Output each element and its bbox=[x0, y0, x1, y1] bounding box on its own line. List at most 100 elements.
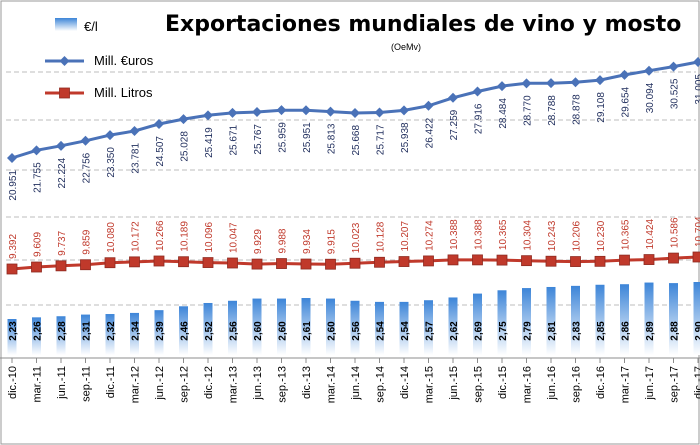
litros-label-20: 10.365 bbox=[498, 219, 509, 250]
litros-point-1 bbox=[31, 261, 42, 273]
litros-label-5: 10.172 bbox=[131, 221, 142, 252]
euros-label-14: 25.668 bbox=[351, 125, 362, 156]
euros-label-27: 30.525 bbox=[670, 78, 681, 109]
price-bar-12 bbox=[301, 298, 311, 355]
price-bars bbox=[7, 282, 700, 355]
euros-point-11 bbox=[276, 105, 287, 116]
price-bar-16 bbox=[399, 301, 409, 355]
litros-label-3: 9.859 bbox=[82, 229, 93, 254]
x-tick-label-12: dic.-13 bbox=[301, 366, 313, 399]
price-bar-20 bbox=[497, 290, 507, 355]
euros-point-24 bbox=[595, 75, 605, 86]
price-bar-0 bbox=[7, 319, 17, 355]
litros-label-27: 10.586 bbox=[670, 217, 681, 248]
price-label-17: 2,57 bbox=[425, 321, 436, 341]
euros-label-17: 26.422 bbox=[425, 117, 436, 148]
litros-point-28 bbox=[692, 251, 700, 263]
price-bar-1 bbox=[32, 317, 41, 355]
price-bar-24 bbox=[595, 284, 605, 355]
price-label-23: 2,83 bbox=[572, 321, 583, 341]
euros-label-18: 27.259 bbox=[449, 109, 460, 140]
litros-label-17: 10.274 bbox=[425, 220, 436, 251]
litros-point-20 bbox=[496, 254, 508, 266]
price-label-28: 2,90 bbox=[694, 321, 700, 341]
legend-marker-euros bbox=[59, 56, 70, 66]
x-tick-label-27: sep.-17 bbox=[669, 366, 681, 403]
price-label-9: 2,56 bbox=[229, 321, 240, 341]
euros-point-28 bbox=[693, 57, 700, 67]
litros-point-16 bbox=[398, 256, 410, 267]
euros-point-12 bbox=[301, 105, 311, 116]
litros-point-13 bbox=[325, 258, 336, 270]
litros-label-7: 10.189 bbox=[180, 221, 191, 252]
euros-label-22: 28.788 bbox=[547, 95, 558, 126]
price-bar-15 bbox=[375, 301, 384, 355]
euros-label-24: 29.108 bbox=[596, 92, 607, 123]
litros-point-8 bbox=[202, 257, 214, 268]
x-tick-label-15: sep.-14 bbox=[375, 366, 387, 403]
litros-label-16: 10.207 bbox=[400, 221, 411, 252]
litros-label-19: 10.388 bbox=[474, 219, 485, 250]
x-axis: dic.-10 mar.-11 jun.-11 sep.-11 dic.-11 mar.-… bbox=[0, 357, 700, 403]
price-bar-25 bbox=[620, 284, 629, 355]
price-label-5: 2,34 bbox=[131, 321, 142, 341]
litros-label-4: 10.080 bbox=[106, 222, 117, 253]
euros-label-5: 23.781 bbox=[131, 143, 142, 174]
price-bar-14 bbox=[350, 300, 360, 355]
price-bar-2 bbox=[56, 316, 66, 355]
price-bar-28 bbox=[693, 282, 700, 355]
litros-point-22 bbox=[545, 255, 557, 267]
price-label-18: 2,62 bbox=[449, 321, 460, 341]
litros-point-21 bbox=[521, 255, 532, 267]
price-bar-9 bbox=[228, 300, 237, 355]
litros-point-27 bbox=[668, 252, 679, 264]
euros-point-6 bbox=[154, 119, 164, 130]
litros-label-22: 10.243 bbox=[547, 220, 558, 251]
x-tick-label-7: sep.-12 bbox=[179, 366, 191, 403]
price-label-25: 2,86 bbox=[621, 321, 632, 341]
euros-label-13: 25.813 bbox=[327, 123, 338, 154]
litros-label-9: 10.047 bbox=[229, 222, 240, 253]
gridlines bbox=[6, 71, 696, 306]
litros-label-24: 10.230 bbox=[596, 220, 607, 251]
euros-label-11: 25.959 bbox=[278, 122, 289, 153]
x-tick-label-16: dic.-14 bbox=[399, 366, 411, 399]
price-label-26: 2,89 bbox=[645, 321, 656, 341]
x-tick-label-0: dic.-10 bbox=[7, 366, 19, 399]
litros-point-7 bbox=[178, 256, 189, 268]
price-label-6: 2,39 bbox=[155, 321, 166, 341]
legend-marker-litros bbox=[59, 87, 70, 99]
litros-point-11 bbox=[276, 258, 287, 269]
x-tick-label-3: sep.-11 bbox=[81, 366, 93, 402]
chart-subtitle: (OeMv) bbox=[391, 42, 421, 52]
euros-point-5 bbox=[129, 125, 140, 136]
euros-label-26: 30.094 bbox=[645, 82, 656, 113]
price-label-21: 2,79 bbox=[523, 321, 534, 341]
litros-label-14: 10.023 bbox=[351, 222, 362, 253]
price-bar-4 bbox=[105, 314, 115, 355]
price-bar-7 bbox=[179, 306, 188, 355]
litros-series bbox=[6, 251, 700, 275]
euros-label-9: 25.671 bbox=[229, 125, 240, 156]
euros-point-20 bbox=[497, 81, 507, 92]
euros-point-19 bbox=[472, 86, 483, 97]
euros-label-4: 23.350 bbox=[106, 147, 117, 178]
price-label-8: 2,52 bbox=[204, 321, 215, 341]
litros-label-18: 10.388 bbox=[449, 219, 460, 250]
euros-point-3 bbox=[80, 135, 91, 146]
legend-label-euros: Mill. €uros bbox=[94, 53, 154, 68]
euros-point-7 bbox=[178, 114, 189, 125]
litros-point-3 bbox=[80, 259, 91, 271]
euros-point-8 bbox=[203, 110, 213, 121]
x-tick-label-9: mar.-13 bbox=[228, 366, 240, 403]
euros-point-22 bbox=[546, 78, 556, 89]
litros-point-5 bbox=[129, 256, 140, 268]
litros-point-6 bbox=[153, 255, 165, 267]
price-label-10: 2,60 bbox=[253, 321, 264, 341]
euros-label-6: 24.507 bbox=[155, 136, 166, 167]
litros-labels: 9.392 9.609 9.737 9.859 10.080 10.172 10.266 10… bbox=[8, 216, 700, 259]
litros-label-6: 10.266 bbox=[155, 220, 166, 251]
euros-point-18 bbox=[448, 92, 458, 103]
litros-point-14 bbox=[349, 257, 361, 269]
price-label-24: 2,85 bbox=[596, 321, 607, 341]
